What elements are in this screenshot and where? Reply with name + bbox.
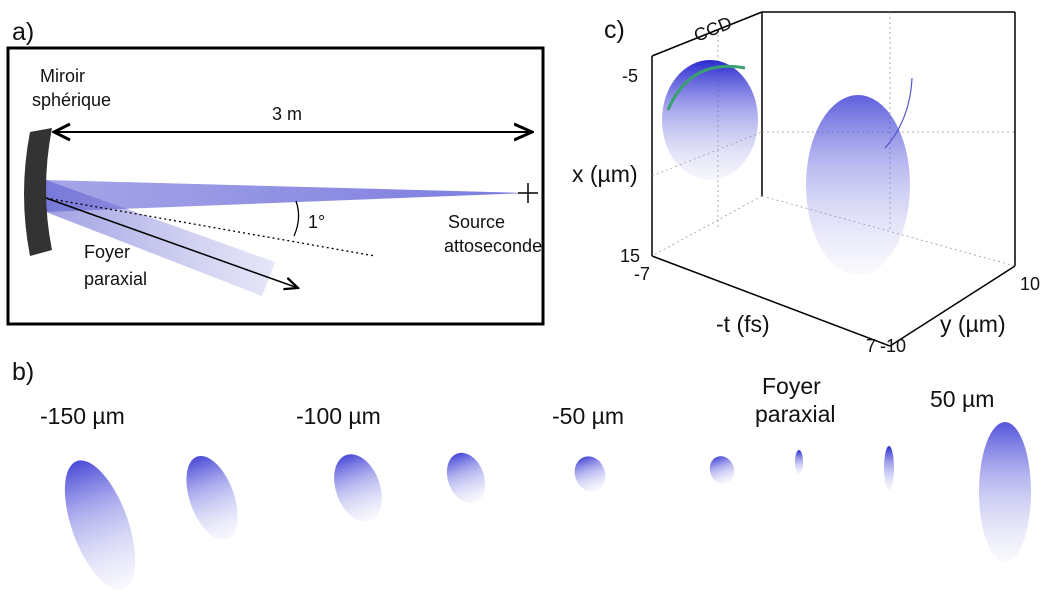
axis-label: x (µm)	[572, 161, 638, 187]
spot-series	[50, 422, 1031, 590]
axis-label: -t (fs)	[716, 311, 770, 337]
mirror-label: Miroir	[40, 66, 85, 86]
tick-label: 10	[1020, 274, 1040, 294]
source-label: Source	[448, 212, 505, 232]
distance-label: 3 m	[272, 104, 302, 124]
mirror-label: sphérique	[32, 90, 111, 110]
tick-label: 7	[866, 336, 876, 356]
spot	[884, 446, 894, 490]
angle-arc	[294, 201, 299, 236]
spot	[979, 422, 1031, 562]
axis-label: y (µm)	[940, 311, 1006, 337]
position-label: Foyer	[762, 373, 821, 399]
spot	[176, 449, 247, 547]
position-label: -150 µm	[40, 403, 125, 429]
focus-label: paraxial	[84, 269, 147, 289]
ccd-spot	[662, 60, 758, 180]
spot	[795, 450, 803, 474]
tick-label: 15	[620, 246, 640, 266]
position-label: paraxial	[755, 401, 836, 427]
detector-label: CCD	[691, 13, 735, 46]
spot	[325, 448, 390, 529]
panel-label: c)	[604, 16, 625, 44]
focus-label: Foyer	[84, 242, 130, 262]
panel-label: a)	[12, 18, 34, 46]
spot	[440, 447, 492, 508]
position-label: 50 µm	[930, 386, 994, 412]
tick-label: -7	[634, 264, 650, 284]
source-label: attoseconde	[444, 236, 542, 256]
angle-label: 1°	[308, 212, 325, 232]
spot	[706, 453, 738, 488]
spot	[570, 452, 611, 496]
figure: a) Miroir sphérique 3 m 1° Source attose…	[0, 0, 1042, 590]
position-label: -100 µm	[296, 403, 381, 429]
tick-label: -5	[622, 66, 638, 86]
position-label: -50 µm	[552, 403, 624, 429]
focus-spot	[806, 95, 910, 275]
tick-label: -10	[880, 336, 906, 356]
spot	[50, 452, 149, 590]
panel-label: b)	[12, 358, 34, 386]
